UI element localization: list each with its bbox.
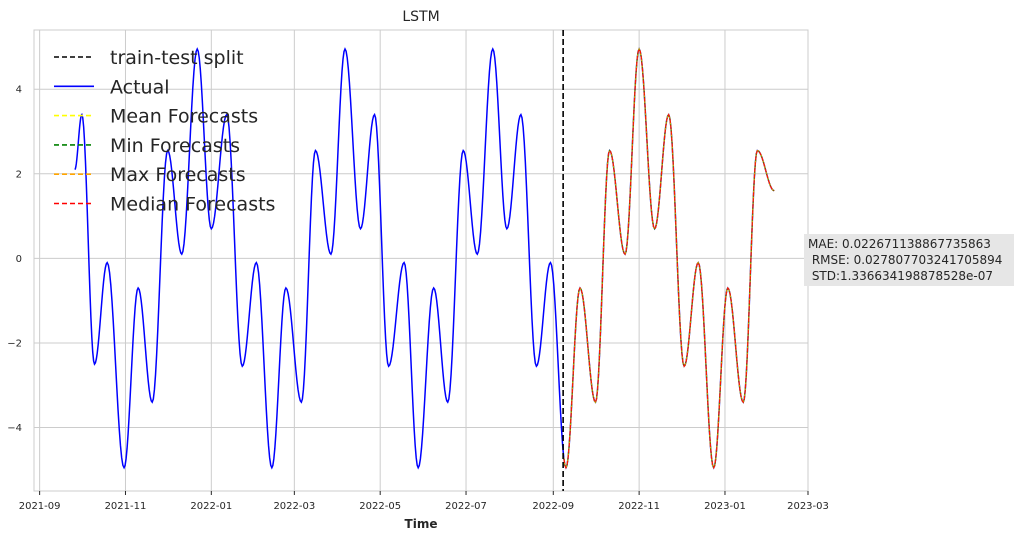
x-tick-label: 2022-03: [273, 501, 315, 512]
metrics-annotation: MAE: 0.022671138867735863 RMSE: 0.027807…: [804, 234, 1014, 286]
metrics-box: [804, 234, 1014, 286]
y-tick-label: 0: [16, 254, 22, 265]
y-tick-label: −4: [7, 423, 22, 434]
series-median-forecasts-line: [563, 47, 775, 470]
x-tick-label: 2022-05: [359, 501, 401, 512]
x-tick-label: 2023-03: [787, 501, 829, 512]
legend-label: Actual: [110, 76, 170, 98]
legend-label: Mean Forecasts: [110, 106, 258, 128]
legend-label: train-test split: [110, 47, 244, 69]
metrics-line: MAE: 0.022671138867735863: [808, 237, 991, 251]
x-tick-label: 2022-01: [190, 501, 232, 512]
y-tick-label: 4: [16, 85, 22, 96]
grid: [34, 30, 809, 491]
legend-label: Max Forecasts: [110, 164, 246, 186]
series-layer: [74, 30, 775, 491]
metrics-line: RMSE: 0.027807703241705894: [808, 253, 1002, 267]
chart-title: LSTM: [402, 9, 439, 25]
legend: train-test split Actual Mean Forecasts Min …: [54, 47, 275, 216]
x-tick-label: 2021-11: [105, 501, 147, 512]
y-tick-label: 2: [16, 169, 22, 180]
x-tick-label: 2022-07: [445, 501, 487, 512]
y-axis: −4 −2 0 2 4: [7, 85, 22, 434]
legend-label: Median Forecasts: [110, 194, 275, 216]
x-tick-label: 2021-09: [19, 501, 61, 512]
y-tick-label: −2: [7, 338, 22, 349]
x-tick-label: 2023-01: [704, 501, 746, 512]
x-axis-label: Time: [405, 517, 438, 531]
x-tick-label: 2022-09: [532, 501, 574, 512]
x-axis: 2021-09 2021-11 2022-01 2022-03 2022-05 2022-…: [19, 491, 829, 512]
metrics-line: STD:1.336634198878528e-07: [808, 269, 993, 283]
legend-label: Min Forecasts: [110, 135, 240, 157]
x-tick-label: 2022-11: [618, 501, 660, 512]
plot-background: [33, 29, 809, 492]
